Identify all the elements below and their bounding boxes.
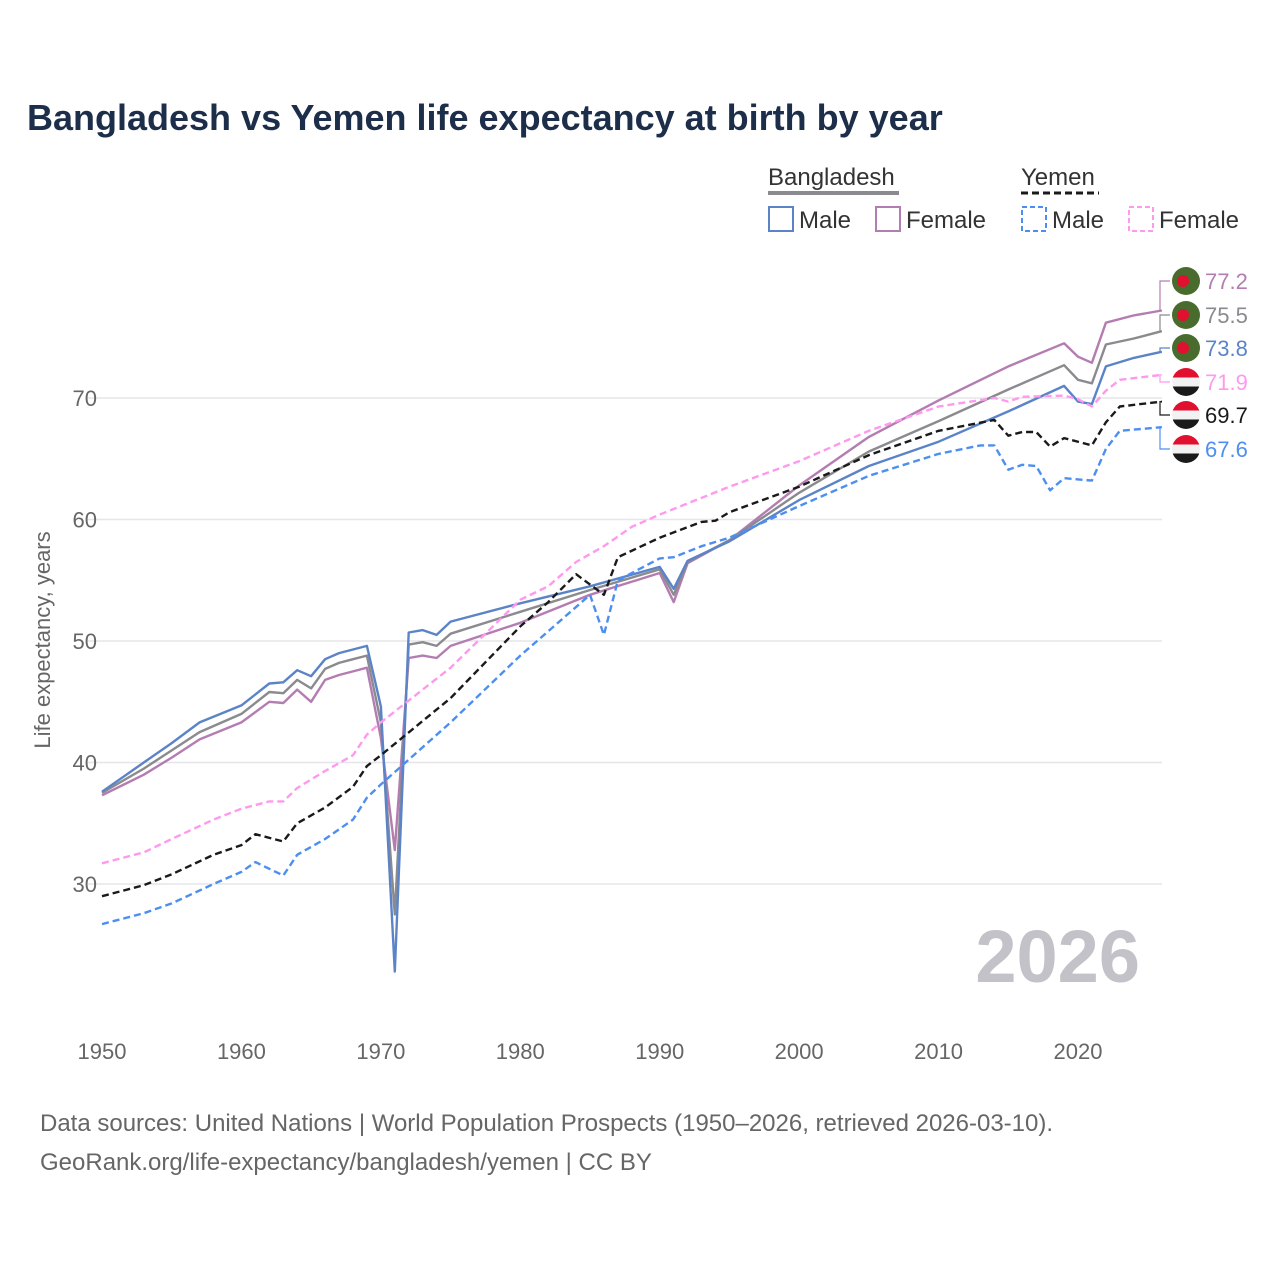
- y-tick-label: 30: [73, 872, 97, 897]
- legend-label-yemen-female: Female: [1159, 207, 1239, 234]
- end-label-connector: [1159, 374, 1170, 383]
- footer-sources: Data sources: United Nations | World Pop…: [40, 1110, 1053, 1137]
- x-tick-label: 1980: [496, 1039, 545, 1064]
- chart-title: Bangladesh vs Yemen life expectancy at b…: [27, 97, 943, 138]
- end-value-label: 67.6: [1205, 437, 1248, 462]
- footer-link[interactable]: GeoRank.org/life-expectancy/bangladesh/y…: [40, 1149, 652, 1176]
- bangladesh-flag-icon: [1172, 267, 1200, 295]
- legend-label-bangladesh-male: Male: [799, 207, 851, 234]
- y-tick-label: 70: [73, 386, 97, 411]
- end-value-label: 75.5: [1205, 303, 1248, 328]
- x-tick-label: 1960: [217, 1039, 266, 1064]
- series-line-yemen-male: [101, 426, 1162, 926]
- legend-label-bangladesh-female: Female: [906, 207, 986, 234]
- x-tick-label: 2020: [1054, 1039, 1103, 1064]
- x-tick-label: 2010: [914, 1039, 963, 1064]
- legend-swatch-bangladesh-male: [768, 206, 794, 232]
- end-label-connector: [1159, 401, 1170, 416]
- legend-label-yemen-male: Male: [1052, 207, 1104, 234]
- legend-swatch-bangladesh-female: [875, 206, 901, 232]
- end-value-label: 71.9: [1205, 370, 1248, 395]
- x-tick-label: 1950: [78, 1039, 127, 1064]
- end-label-connector: [1159, 426, 1170, 450]
- end-value-label: 69.7: [1205, 403, 1248, 428]
- end-value-label: 77.2: [1205, 269, 1248, 294]
- legend-group-bangladesh: Bangladesh: [768, 164, 895, 191]
- bangladesh-flag-icon: [1172, 334, 1200, 362]
- yemen-flag-icon: [1172, 435, 1200, 463]
- legend: Bangladesh Male Female Yemen Male Female: [768, 164, 1239, 234]
- x-tick-label: 2000: [775, 1039, 824, 1064]
- series-line-bangladesh-male: [101, 350, 1162, 973]
- legend-group-yemen: Yemen: [1021, 164, 1095, 191]
- series-line-bangladesh-female: [101, 309, 1162, 852]
- series-line-yemen: [101, 400, 1162, 898]
- legend-swatch-yemen-male: [1021, 206, 1047, 232]
- y-tick-label: 40: [73, 751, 97, 776]
- x-tick-label: 1970: [356, 1039, 405, 1064]
- yemen-flag-icon: [1172, 401, 1200, 429]
- series-line-yemen-female: [101, 373, 1162, 865]
- end-label-connector: [1159, 314, 1170, 332]
- end-label-connector: [1159, 280, 1170, 312]
- y-axis-title: Life expectancy, years: [30, 531, 55, 748]
- y-tick-label: 60: [73, 508, 97, 533]
- year-watermark: 2026: [975, 915, 1140, 998]
- yemen-flag-icon: [1172, 368, 1200, 396]
- end-label-connector: [1159, 347, 1170, 353]
- x-tick-label: 1990: [635, 1039, 684, 1064]
- y-tick-label: 50: [73, 629, 97, 654]
- series-line-bangladesh: [101, 330, 1163, 916]
- end-value-label: 73.8: [1205, 336, 1248, 361]
- bangladesh-flag-icon: [1172, 301, 1200, 329]
- legend-swatch-yemen-female: [1128, 206, 1154, 232]
